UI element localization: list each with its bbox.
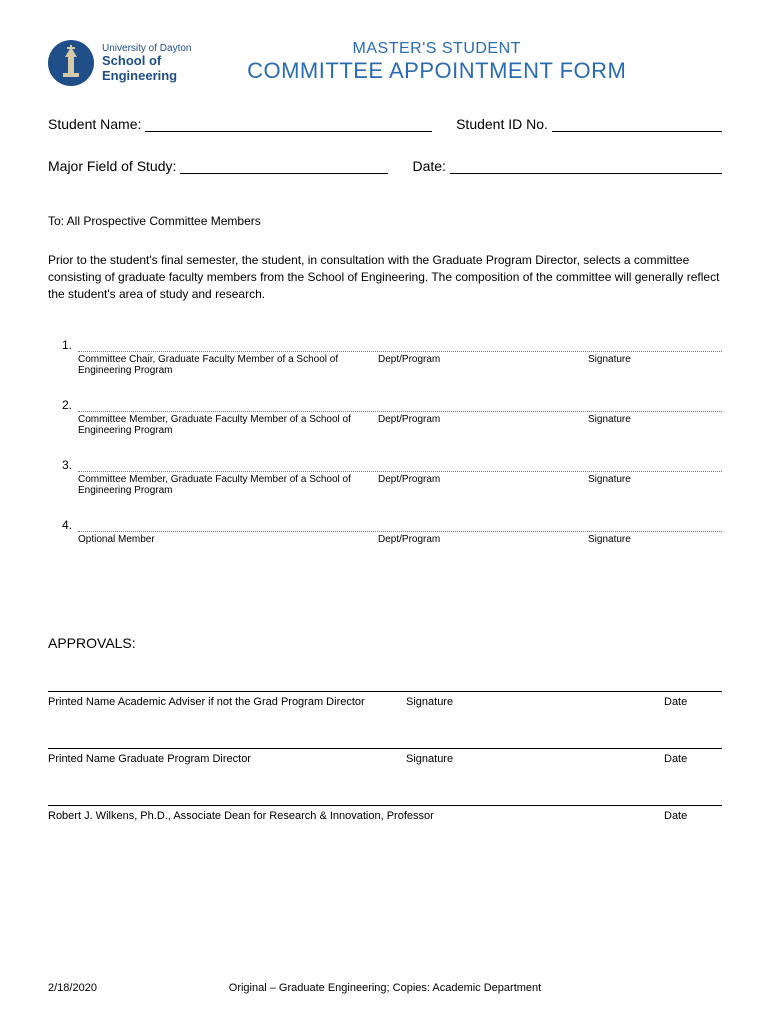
row-number: 4.	[62, 518, 78, 532]
committee-line-input[interactable]	[78, 340, 722, 352]
header: University of Dayton School of Engineeri…	[48, 40, 722, 86]
signature-label: Signature	[588, 354, 722, 376]
approval-name-label: Printed Name Academic Adviser if not the…	[48, 696, 406, 708]
date-label: Date:	[412, 158, 445, 174]
role-label: Optional Member	[78, 534, 378, 545]
approval-sig-label: Signature	[406, 753, 664, 765]
student-id-label: Student ID No.	[456, 116, 548, 132]
approval-date-label: Date	[664, 810, 722, 822]
dept-label: Dept/Program	[378, 474, 588, 496]
student-name-input[interactable]	[145, 116, 432, 132]
form-title: MASTER'S STUDENT COMMITTEE APPOINTMENT F…	[151, 40, 722, 84]
student-name-label: Student Name:	[48, 116, 141, 132]
committee-line-input[interactable]	[78, 520, 722, 532]
signature-label: Signature	[588, 474, 722, 496]
committee-row-3: 3. Committee Member, Graduate Faculty Me…	[62, 458, 722, 496]
role-label: Committee Member, Graduate Faculty Membe…	[78, 474, 378, 496]
approval-row-1: Printed Name Academic Adviser if not the…	[48, 691, 722, 708]
committee-row-1: 1. Committee Chair, Graduate Faculty Mem…	[62, 338, 722, 376]
dept-label: Dept/Program	[378, 414, 588, 436]
approval-line-input[interactable]	[48, 691, 722, 692]
row-number: 3.	[62, 458, 78, 472]
signature-label: Signature	[588, 414, 722, 436]
approval-row-3: Robert J. Wilkens, Ph.D., Associate Dean…	[48, 805, 722, 822]
approval-name-label: Printed Name Graduate Program Director	[48, 753, 406, 765]
major-label: Major Field of Study:	[48, 158, 176, 174]
student-name-field: Student Name:	[48, 116, 432, 132]
date-field: Date:	[412, 158, 722, 174]
approval-date-label: Date	[664, 753, 722, 765]
approval-line-input[interactable]	[48, 805, 722, 806]
date-input[interactable]	[450, 158, 722, 174]
approval-sig-label: Signature	[406, 696, 664, 708]
footer-date: 2/18/2020	[48, 982, 148, 994]
footer-right	[622, 982, 722, 994]
committee-list: 1. Committee Chair, Graduate Faculty Mem…	[62, 338, 722, 545]
to-line: To: All Prospective Committee Members	[48, 214, 722, 228]
approval-name-label: Robert J. Wilkens, Ph.D., Associate Dean…	[48, 810, 608, 822]
dept-label: Dept/Program	[378, 534, 588, 545]
role-label: Committee Chair, Graduate Faculty Member…	[78, 354, 378, 376]
committee-row-4: 4. Optional Member Dept/Program Signatur…	[62, 518, 722, 545]
committee-line-input[interactable]	[78, 400, 722, 412]
role-label: Committee Member, Graduate Faculty Membe…	[78, 414, 378, 436]
signature-label: Signature	[588, 534, 722, 545]
committee-row-2: 2. Committee Member, Graduate Faculty Me…	[62, 398, 722, 436]
approvals-heading: APPROVALS:	[48, 635, 722, 651]
student-id-field: Student ID No.	[456, 116, 722, 132]
body-paragraph: Prior to the student's final semester, t…	[48, 252, 722, 302]
student-id-input[interactable]	[552, 116, 722, 132]
logo-seal-icon	[48, 40, 94, 86]
footer-center: Original – Graduate Engineering; Copies:…	[148, 982, 622, 994]
row-number: 1.	[62, 338, 78, 352]
approval-line-input[interactable]	[48, 748, 722, 749]
field-row-1: Student Name: Student ID No.	[48, 116, 722, 132]
approval-date-label: Date	[664, 696, 722, 708]
major-field: Major Field of Study:	[48, 158, 388, 174]
field-row-2: Major Field of Study: Date:	[48, 158, 722, 174]
row-number: 2.	[62, 398, 78, 412]
major-input[interactable]	[180, 158, 388, 174]
footer: 2/18/2020 Original – Graduate Engineerin…	[48, 982, 722, 994]
title-line1: MASTER'S STUDENT	[151, 40, 722, 58]
dept-label: Dept/Program	[378, 354, 588, 376]
committee-line-input[interactable]	[78, 460, 722, 472]
approval-row-2: Printed Name Graduate Program Director S…	[48, 748, 722, 765]
title-line2: COMMITTEE APPOINTMENT FORM	[151, 58, 722, 84]
approval-sig-label	[608, 810, 664, 822]
